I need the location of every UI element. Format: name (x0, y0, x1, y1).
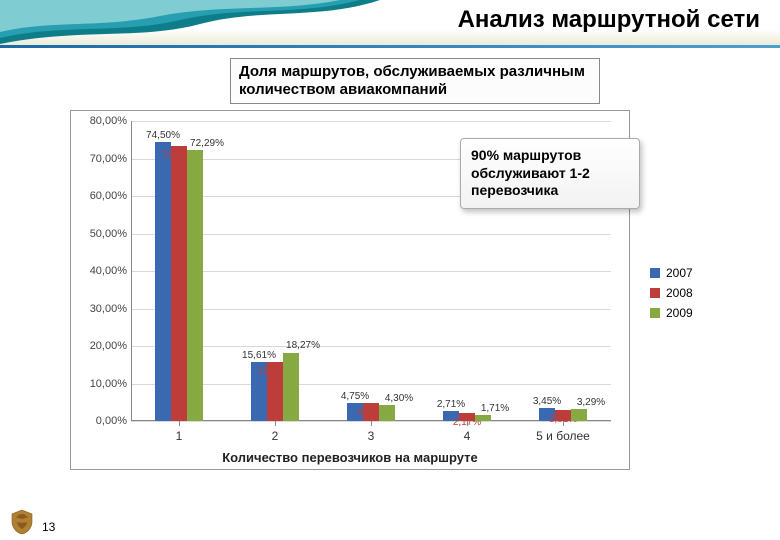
x-tick-label: 3 (368, 429, 375, 443)
bar-value-label: 2,71% (437, 399, 465, 410)
y-tick-label: 40,00% (75, 265, 127, 277)
bar (571, 409, 587, 421)
bar-value-label: 18,27% (286, 340, 320, 351)
x-tick-label: 4 (464, 429, 471, 443)
gridline (131, 346, 611, 347)
legend-label: 2007 (666, 266, 693, 280)
legend-swatch (650, 288, 660, 298)
bar-value-label: 4,30% (385, 393, 413, 404)
x-tick-mark (467, 421, 468, 426)
bar (155, 142, 171, 421)
gridline (131, 384, 611, 385)
bar-value-label: 3,29% (577, 397, 605, 408)
legend-item: 2007 (650, 266, 693, 280)
bar-value-label: 72,29% (190, 138, 224, 149)
x-axis-title: Количество перевозчиков на маршруте (71, 450, 629, 465)
x-tick-label: 2 (272, 429, 279, 443)
x-tick-label: 1 (176, 429, 183, 443)
x-tick-mark (563, 421, 564, 426)
chart-title-box: Доля маршрутов, обслуживаемых различным … (230, 58, 600, 104)
bar-value-label: 3,45% (533, 396, 561, 407)
legend-item: 2008 (650, 286, 693, 300)
y-tick-label: 70,00% (75, 153, 127, 165)
gridline (131, 121, 611, 122)
header-underline (0, 45, 780, 48)
x-tick-mark (179, 421, 180, 426)
legend-label: 2008 (666, 286, 693, 300)
legend-swatch (650, 308, 660, 318)
bar-value-label: 1,71% (481, 403, 509, 414)
legend-label: 2009 (666, 306, 693, 320)
footer-emblem-icon (8, 508, 36, 536)
legend-item: 2009 (650, 306, 693, 320)
x-tick-label: 5 и более (536, 429, 590, 443)
legend: 2007 2008 2009 (650, 260, 693, 326)
legend-swatch (650, 268, 660, 278)
y-axis-line (131, 121, 132, 421)
x-tick-mark (275, 421, 276, 426)
header-wave-graphic (0, 0, 380, 48)
bar-value-label: 74,50% (146, 130, 180, 141)
page-number: 13 (42, 520, 55, 534)
y-tick-label: 50,00% (75, 228, 127, 240)
callout-box: 90% маршрутов обслуживают 1-2 перевозчик… (460, 138, 640, 209)
bar-value-label: 15,61% (242, 350, 276, 361)
gridline (131, 234, 611, 235)
bar (475, 415, 491, 421)
bar (171, 146, 187, 421)
bar-value-label: 4,75% (341, 391, 369, 402)
bar (187, 150, 203, 421)
bar (379, 405, 395, 421)
slide-title: Анализ маршрутной сети (458, 6, 760, 34)
y-tick-label: 60,00% (75, 190, 127, 202)
y-tick-label: 80,00% (75, 115, 127, 127)
y-tick-label: 0,00% (75, 415, 127, 427)
bar (283, 353, 299, 422)
gridline (131, 309, 611, 310)
y-tick-label: 30,00% (75, 303, 127, 315)
gridline (131, 271, 611, 272)
slide-header: Анализ маршрутной сети (0, 0, 780, 48)
y-tick-label: 20,00% (75, 340, 127, 352)
x-tick-mark (371, 421, 372, 426)
y-tick-label: 10,00% (75, 378, 127, 390)
